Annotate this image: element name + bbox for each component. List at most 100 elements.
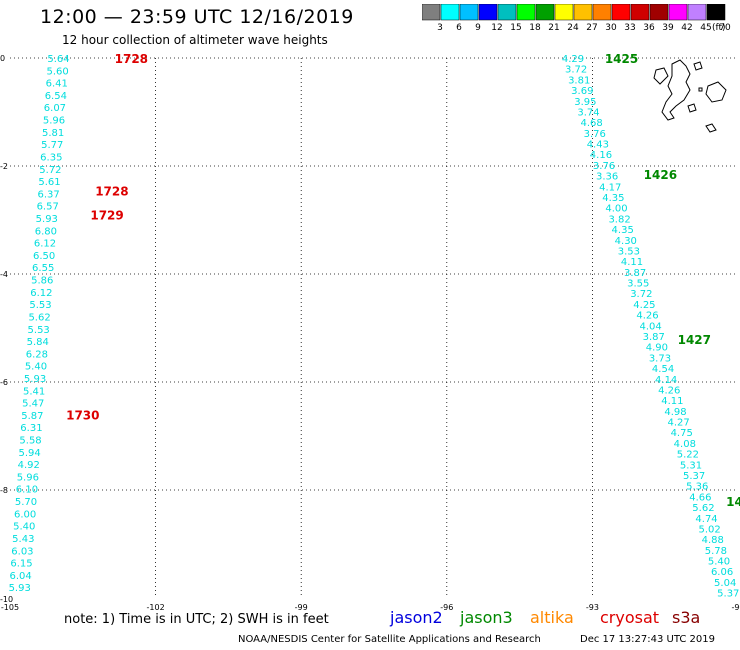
swh-value-label: 4.66: [689, 492, 711, 503]
swh-value-label: 4.88: [702, 535, 724, 546]
color-swatch: [592, 4, 612, 21]
swh-value-label: 3.87: [624, 268, 646, 279]
swh-value-label: 5.31: [680, 460, 702, 471]
swh-value-label: 5.37: [717, 589, 739, 600]
color-swatch: [573, 4, 593, 21]
swh-value-label: 3.36: [596, 172, 618, 183]
swh-value-label: 6.28: [26, 349, 48, 360]
swh-value-label: 5.81: [42, 128, 64, 139]
swh-value-label: 5.87: [21, 411, 43, 422]
y-tick-label: -4: [0, 270, 8, 279]
color-scale-label: 21: [548, 23, 560, 33]
swh-value-label: 4.35: [612, 225, 634, 236]
swh-value-label: 4.27: [667, 418, 689, 429]
color-scale-label: 6: [456, 23, 462, 33]
swh-value-label: 4.16: [590, 150, 612, 161]
swh-value-label: 4.25: [633, 300, 655, 311]
swh-value-label: 5.40: [13, 522, 35, 533]
swh-value-label: 3.53: [618, 246, 640, 257]
swh-value-label: 5.37: [683, 471, 705, 482]
swh-value-label: 5.62: [692, 503, 714, 514]
color-swatch: [630, 4, 650, 21]
color-scale-label: 12: [491, 23, 503, 33]
color-swatch: [687, 4, 707, 21]
time-label: 1425: [605, 52, 638, 66]
color-scale-label: 30: [605, 23, 617, 33]
color-swatch: [459, 4, 479, 21]
y-tick-label: -8: [0, 486, 8, 495]
swh-value-label: 5.58: [19, 436, 41, 447]
swh-value-label: 5.36: [686, 482, 708, 493]
chart-title: 12:00 — 23:59 UTC 12/16/2019: [40, 6, 354, 28]
swh-value-label: 5.61: [38, 177, 60, 188]
swh-value-label: 6.50: [33, 251, 55, 262]
swh-value-label: 6.10: [16, 485, 38, 496]
x-tick-label: -102: [147, 603, 165, 612]
swh-value-label: 5.41: [23, 386, 45, 397]
color-scale-label: 39: [662, 23, 674, 33]
swh-value-label: 6.04: [9, 571, 31, 582]
swh-value-label: 6.80: [35, 226, 57, 237]
swh-value-label: 6.54: [45, 91, 67, 102]
swh-value-label: 6.35: [40, 152, 62, 163]
swh-value-label: 6.12: [30, 288, 52, 299]
swh-value-label: 4.11: [661, 396, 683, 407]
y-tick-label: -2: [0, 162, 8, 171]
x-tick-label: -93: [586, 603, 599, 612]
chart-subtitle: 12 hour collection of altimeter wave hei…: [62, 33, 328, 47]
time-label: 1728: [115, 52, 148, 66]
color-scale-bar: [422, 4, 726, 21]
swh-value-label: 4.11: [621, 257, 643, 268]
swh-value-label: 3.73: [649, 353, 671, 364]
swh-value-label: 5.53: [29, 300, 51, 311]
swh-value-label: 3.72: [630, 289, 652, 300]
swh-value-label: 6.00: [14, 509, 36, 520]
time-label: 1428: [726, 495, 740, 509]
swh-value-label: 4.35: [602, 193, 624, 204]
swh-value-label: 6.41: [46, 79, 68, 90]
swh-value-label: 3.95: [574, 97, 596, 108]
swh-value-label: 4.92: [18, 460, 40, 471]
color-swatch: [440, 4, 460, 21]
color-scale-label: 45: [700, 23, 712, 33]
swh-value-label: 3.72: [565, 65, 587, 76]
swh-value-label: 3.76: [593, 161, 615, 172]
swh-value-label: 5.84: [27, 337, 49, 348]
x-tick-label: -96: [440, 603, 453, 612]
y-tick-label: 0: [0, 54, 5, 63]
swh-value-label: 4.26: [636, 311, 658, 322]
swh-value-label: 6.37: [37, 189, 59, 200]
swh-value-label: 4.29: [562, 54, 584, 65]
swh-value-label: 6.07: [44, 103, 66, 114]
swh-value-label: 5.47: [22, 399, 44, 410]
swh-value-label: 4.04: [640, 321, 662, 332]
color-scale-label: 9: [475, 23, 481, 33]
color-swatch: [554, 4, 574, 21]
swh-value-label: 4.14: [655, 375, 677, 386]
swh-value-label: 5.04: [714, 578, 736, 589]
swh-value-label: 6.31: [20, 423, 42, 434]
color-scale-label: 36: [643, 23, 655, 33]
x-tick-label: -99: [295, 603, 308, 612]
swh-value-label: 3.74: [577, 107, 599, 118]
x-tick-label: -105: [1, 603, 19, 612]
swh-value-label: 4.54: [652, 364, 674, 375]
color-swatch: [668, 4, 688, 21]
time-label: 1426: [644, 168, 677, 182]
swh-value-label: 4.43: [587, 140, 609, 151]
color-scale-label: 15: [510, 23, 522, 33]
swh-value-label: 4.17: [599, 182, 621, 193]
y-tick-label: -10: [0, 595, 13, 604]
legend-item-altika: altika: [530, 608, 574, 627]
swh-value-label: 5.22: [677, 450, 699, 461]
legend-item-jason2: jason2: [390, 608, 443, 627]
swh-value-label: 3.87: [643, 332, 665, 343]
legend-item-cryosat: cryosat: [600, 608, 660, 627]
y-tick-label: -6: [0, 378, 8, 387]
color-swatch: [535, 4, 555, 21]
time-label: 1730: [66, 408, 99, 422]
color-swatch: [516, 4, 536, 21]
swh-value-label: 5.53: [28, 325, 50, 336]
color-swatch: [422, 4, 441, 21]
